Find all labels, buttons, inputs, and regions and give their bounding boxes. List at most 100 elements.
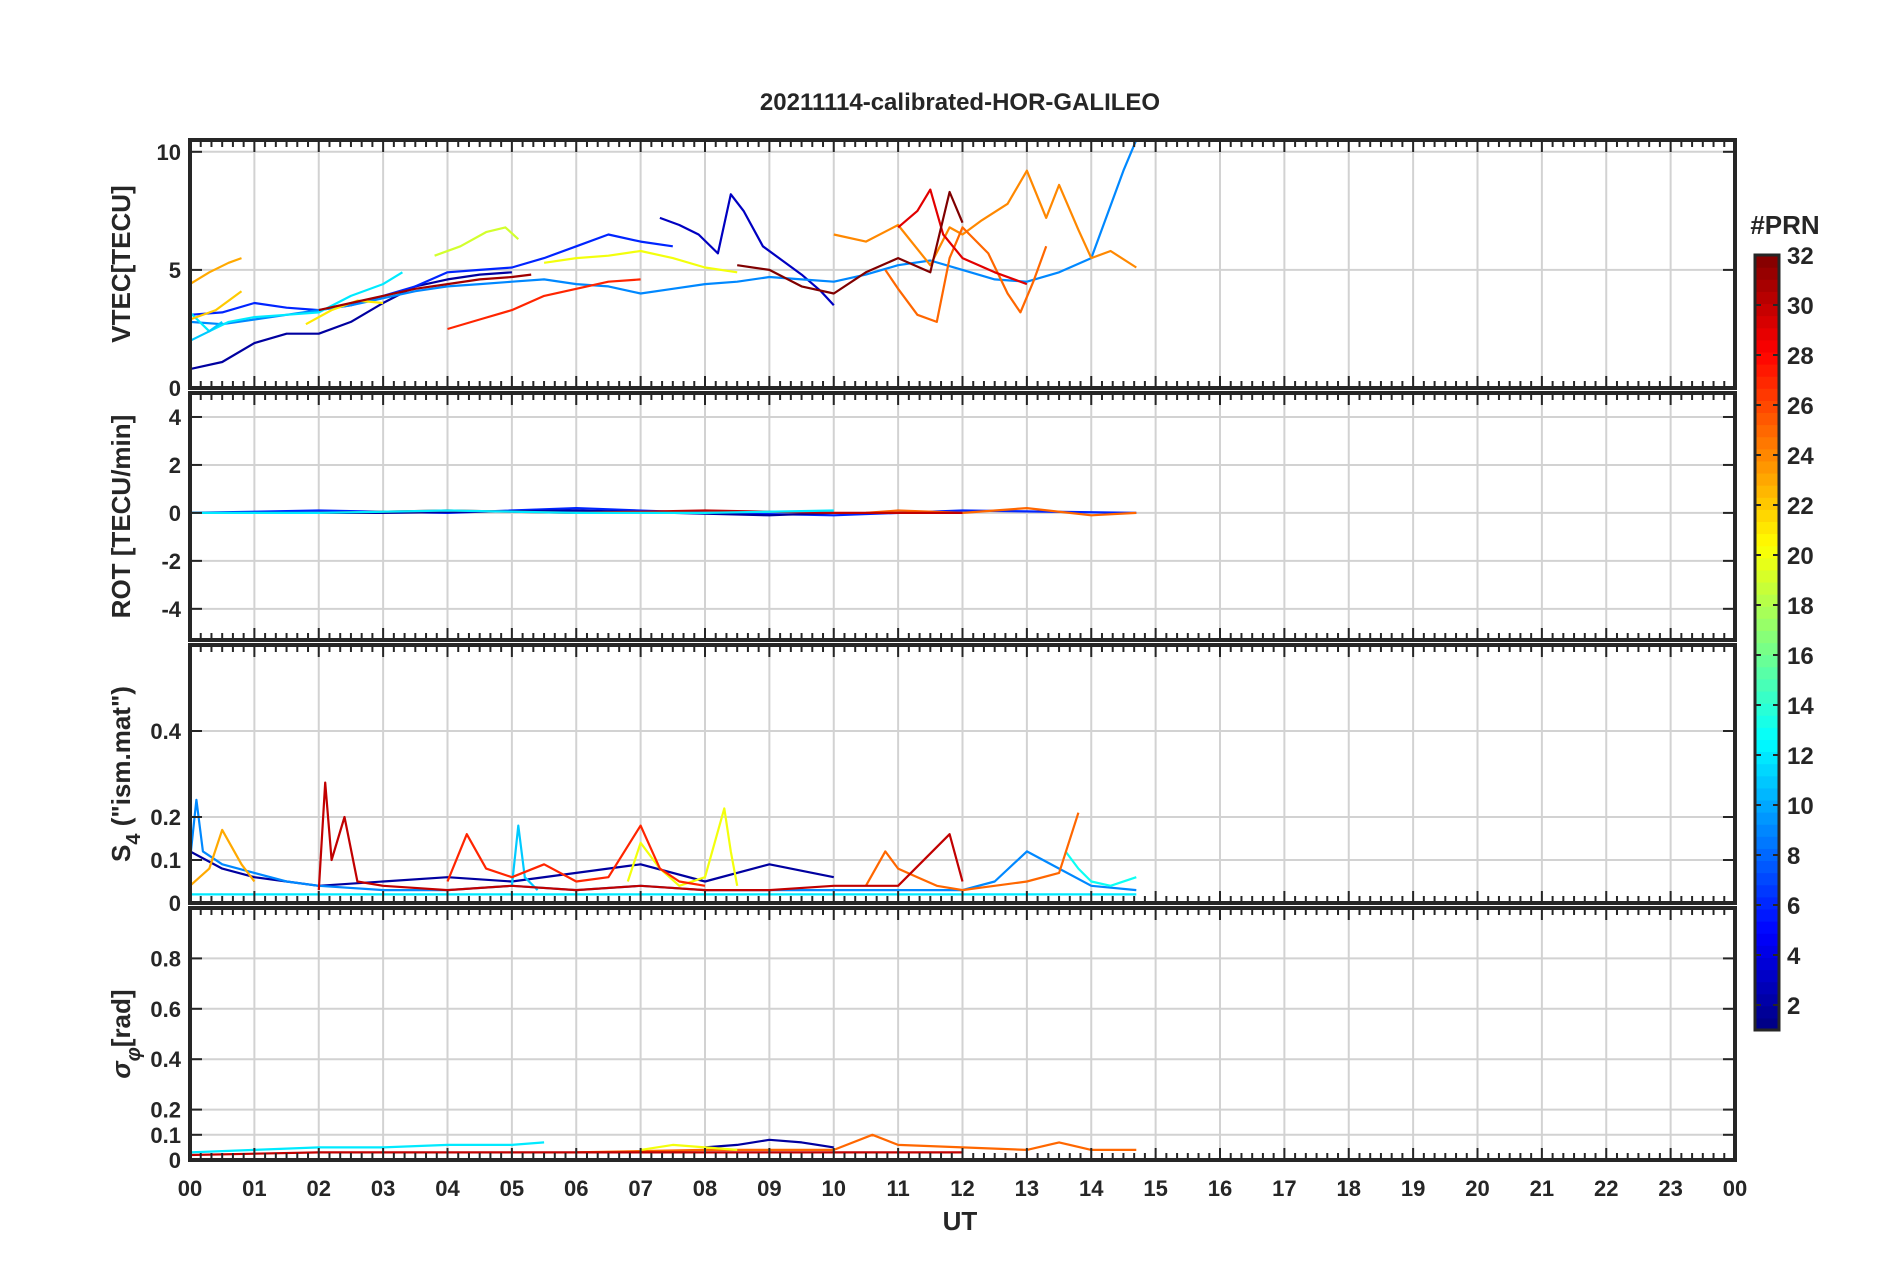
series-prn-20 — [640, 1143, 738, 1151]
colorbar-segment — [1755, 569, 1779, 583]
y-axis-label: σφ[rad] — [106, 989, 145, 1078]
colorbar-tick-label: 12 — [1787, 743, 1814, 770]
colorbar-tick-label: 6 — [1787, 893, 1800, 920]
panel-axes-box — [188, 138, 1737, 390]
x-tick-label: 19 — [1401, 1176, 1425, 1201]
series-prn-19 — [434, 226, 520, 257]
colorbar-segment — [1755, 860, 1779, 874]
series-prn-23 — [190, 828, 256, 887]
x-tick-label: 15 — [1143, 1176, 1167, 1201]
colorbar-segment — [1755, 642, 1779, 656]
x-tick-label: 22 — [1594, 1176, 1618, 1201]
series-prn-2 — [190, 850, 835, 887]
colorbar-segment — [1755, 933, 1779, 946]
panel-2: -4 -2 0 2 4 ROT [TECU/min] — [106, 391, 1737, 642]
series-prn-25 — [865, 507, 1137, 517]
colorbar-segment — [1755, 957, 1779, 971]
colorbar-segment — [1755, 545, 1779, 559]
colorbar-segment — [1755, 460, 1779, 474]
colorbar-segment — [1755, 630, 1779, 644]
panel-3: 00.10.20.4S4 ("ism.mat") — [106, 643, 1737, 916]
colorbar-segment — [1755, 703, 1779, 716]
series-prn-30 — [317, 781, 964, 892]
panel-axes-box — [188, 643, 1737, 905]
colorbar-segment — [1755, 339, 1779, 353]
series-prn-24 — [833, 169, 1137, 269]
chart-title: 20211114-calibrated-HOR-GALILEO — [760, 89, 1160, 116]
colorbar-tick-label: 30 — [1787, 293, 1814, 320]
y-axis-label-main: S — [106, 845, 136, 862]
x-tick-label: 20 — [1465, 1176, 1489, 1201]
x-tick-label: 12 — [950, 1176, 974, 1201]
x-tick-label: 02 — [307, 1176, 331, 1201]
y-axis-label: ROT [TECU/min] — [106, 415, 136, 619]
y-tick-label: 0.2 — [150, 1098, 181, 1123]
series-prn-20 — [543, 249, 738, 274]
colorbar-segment — [1755, 848, 1779, 862]
colorbar-segment — [1755, 993, 1779, 1007]
series-prn-32 — [737, 190, 964, 295]
colorbar-segment — [1755, 267, 1779, 280]
series-prn-25 — [864, 812, 1080, 892]
colorbar-segment — [1755, 351, 1779, 365]
x-tick-label: 09 — [757, 1176, 781, 1201]
panel-series — [190, 507, 1137, 517]
series-prn-12 — [190, 509, 834, 515]
x-axis-label: UT — [943, 1206, 978, 1236]
colorbar-segment — [1755, 1005, 1779, 1019]
colorbar-segment — [1755, 812, 1779, 825]
panel-axes-box — [188, 906, 1737, 1162]
colorbar-segment — [1755, 412, 1779, 426]
y-tick-label: 0 — [169, 891, 181, 916]
colorbar-tick-label: 26 — [1787, 393, 1814, 420]
colorbar-segment — [1755, 945, 1779, 958]
x-tick-label: 11 — [886, 1176, 909, 1201]
y-tick-label: 0 — [169, 376, 181, 401]
colorbar-segment — [1755, 618, 1779, 631]
series-prn-9 — [190, 140, 1138, 326]
series-prn-27 — [446, 824, 706, 887]
x-tick-label: 14 — [1079, 1176, 1104, 1201]
colorbar-tick-label: 14 — [1787, 693, 1814, 720]
colorbar-label: #PRN — [1750, 210, 1819, 240]
colorbar-segment — [1755, 751, 1779, 765]
y-axis-label: VTEC[TECU] — [106, 185, 136, 342]
colorbar-segment — [1755, 448, 1779, 462]
colorbar-segment — [1755, 581, 1779, 595]
series-prn-27 — [447, 278, 641, 331]
colorbar-segment — [1755, 908, 1779, 922]
series-prn-6 — [190, 233, 673, 316]
colorbar-segment — [1755, 533, 1779, 547]
y-tick-label: -2 — [161, 549, 181, 574]
y-tick-label: 0.1 — [150, 1123, 181, 1148]
y-axis-label-rest: [rad] — [106, 989, 136, 1047]
colorbar-segment — [1755, 594, 1779, 607]
x-tick-label: 13 — [1015, 1176, 1039, 1201]
series-prn-23 — [190, 257, 242, 286]
colorbar-segment — [1755, 836, 1779, 849]
colorbar-segment — [1755, 654, 1779, 668]
colorbar-segment — [1755, 509, 1779, 523]
y-axis-label-main: σ — [106, 1060, 136, 1079]
series-prn-22 — [190, 290, 243, 321]
colorbar-tick-label: 20 — [1787, 543, 1814, 570]
colorbar-segment — [1755, 921, 1779, 934]
colorbar-segment — [1755, 824, 1779, 837]
x-tick-label: 03 — [371, 1176, 395, 1201]
colorbar-segment — [1755, 872, 1779, 886]
x-tick-label: 23 — [1658, 1176, 1682, 1201]
panel-ticks — [189, 908, 1736, 1161]
y-tick-label: 0.4 — [150, 719, 181, 744]
colorbar-segment — [1755, 376, 1779, 389]
panel-series — [190, 140, 1138, 371]
colorbar-tick-label: 28 — [1787, 343, 1814, 370]
y-tick-label: 0.8 — [150, 946, 181, 971]
colorbar-frame — [1753, 253, 1781, 1032]
colorbar-segment — [1755, 315, 1779, 329]
series-prn-25 — [884, 226, 1048, 323]
colorbar-segment — [1755, 715, 1779, 728]
x-tick-label: 08 — [693, 1176, 717, 1201]
colorbar-tick-label: 18 — [1787, 593, 1814, 620]
